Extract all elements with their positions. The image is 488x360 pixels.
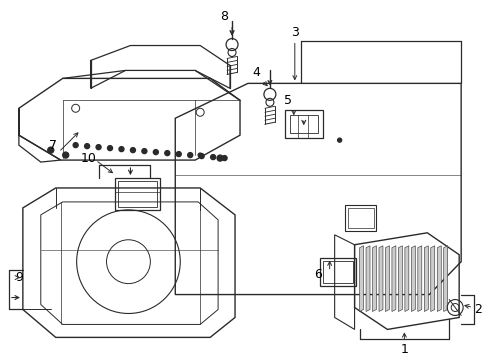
Circle shape (164, 150, 169, 156)
Circle shape (142, 149, 146, 154)
Text: 6: 6 (313, 268, 321, 281)
Bar (289, 115, 317, 133)
Polygon shape (398, 246, 402, 311)
Bar (285, 110, 322, 138)
Bar (347, 208, 373, 228)
Text: 7: 7 (49, 139, 57, 152)
Polygon shape (417, 246, 421, 311)
Polygon shape (436, 246, 440, 311)
Circle shape (222, 156, 226, 161)
Circle shape (187, 153, 192, 158)
Circle shape (48, 147, 54, 153)
Polygon shape (366, 246, 369, 311)
Polygon shape (372, 246, 376, 311)
Circle shape (176, 152, 181, 157)
Circle shape (96, 145, 101, 150)
Circle shape (199, 154, 203, 159)
Circle shape (337, 138, 341, 142)
Polygon shape (359, 246, 363, 311)
Circle shape (210, 154, 215, 159)
Circle shape (73, 143, 78, 148)
Bar (319, 258, 355, 285)
Polygon shape (443, 246, 447, 311)
Circle shape (153, 150, 158, 154)
Circle shape (119, 147, 124, 152)
Bar (322, 261, 352, 283)
Circle shape (130, 148, 135, 153)
Bar (118, 181, 157, 207)
Text: 1: 1 (400, 343, 407, 356)
Polygon shape (404, 246, 408, 311)
Text: 10: 10 (81, 152, 96, 165)
Text: 2: 2 (473, 303, 481, 316)
Circle shape (107, 146, 112, 150)
Bar (344, 205, 376, 231)
Text: 8: 8 (220, 10, 227, 23)
Text: 4: 4 (251, 66, 259, 79)
Bar (115, 178, 160, 210)
Text: 3: 3 (290, 26, 298, 39)
Circle shape (62, 152, 68, 158)
Text: 5: 5 (283, 94, 291, 107)
Polygon shape (378, 246, 382, 311)
Circle shape (84, 144, 89, 149)
Polygon shape (385, 246, 388, 311)
Circle shape (217, 155, 223, 161)
Polygon shape (430, 246, 434, 311)
Text: 9: 9 (15, 271, 23, 284)
Polygon shape (424, 246, 427, 311)
Circle shape (198, 153, 202, 157)
Polygon shape (391, 246, 395, 311)
Polygon shape (410, 246, 414, 311)
